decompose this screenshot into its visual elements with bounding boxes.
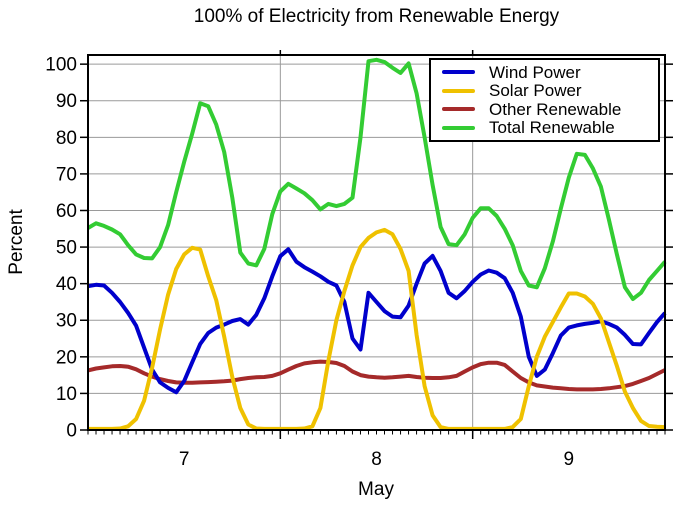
y-tick-label: 0 xyxy=(66,421,77,442)
legend-swatch-total-renewable xyxy=(442,125,475,130)
legend-swatch-other-renewable xyxy=(442,107,475,112)
y-axis-title: Percent xyxy=(6,209,27,275)
y-tick-label: 100 xyxy=(45,55,77,76)
legend-label-total-renewable: Total Renewable xyxy=(489,118,615,138)
y-tick-label: 30 xyxy=(56,311,77,332)
legend-item-wind-power: Wind Power xyxy=(442,63,658,82)
x-day-label: 8 xyxy=(371,449,382,470)
y-tick-label: 10 xyxy=(56,384,77,405)
legend-swatch-solar-power xyxy=(442,88,475,93)
chart-title: 100% of Electricity from Renewable Energ… xyxy=(193,6,560,27)
x-day-label: 7 xyxy=(179,449,190,470)
series-line-total-renewable xyxy=(86,57,667,301)
y-tick-label: 80 xyxy=(56,128,77,149)
legend-box: Wind Power Solar Power Other Renewable Tota… xyxy=(429,58,660,142)
y-tick-label: 70 xyxy=(56,164,77,185)
y-tick-label: 40 xyxy=(56,274,77,295)
axis-layer: 0 10 20 30 40 50 60 70 80 90 100 7 8 9 xyxy=(45,50,673,470)
legend-item-other-renewable: Other Renewable xyxy=(442,100,658,119)
legend-item-solar-power: Solar Power xyxy=(442,82,658,101)
y-tick-label: 90 xyxy=(56,91,77,112)
legend-label-wind-power: Wind Power xyxy=(489,62,581,82)
series-line-other-renewable xyxy=(87,359,666,392)
legend-item-total-renewable: Total Renewable xyxy=(442,119,658,138)
x-axis-title: May xyxy=(358,479,394,500)
legend-label-other-renewable: Other Renewable xyxy=(489,99,622,119)
legend-swatch-wind-power xyxy=(442,70,475,75)
series-layer xyxy=(86,57,667,431)
legend-label-solar-power: Solar Power xyxy=(489,81,582,101)
series-line-wind-power xyxy=(87,247,667,395)
y-tick-label: 20 xyxy=(56,347,77,368)
y-tick-label: 50 xyxy=(56,238,77,259)
y-tick-label: 60 xyxy=(56,201,77,222)
series-line-solar-power xyxy=(88,227,666,431)
x-day-label: 9 xyxy=(564,449,575,470)
